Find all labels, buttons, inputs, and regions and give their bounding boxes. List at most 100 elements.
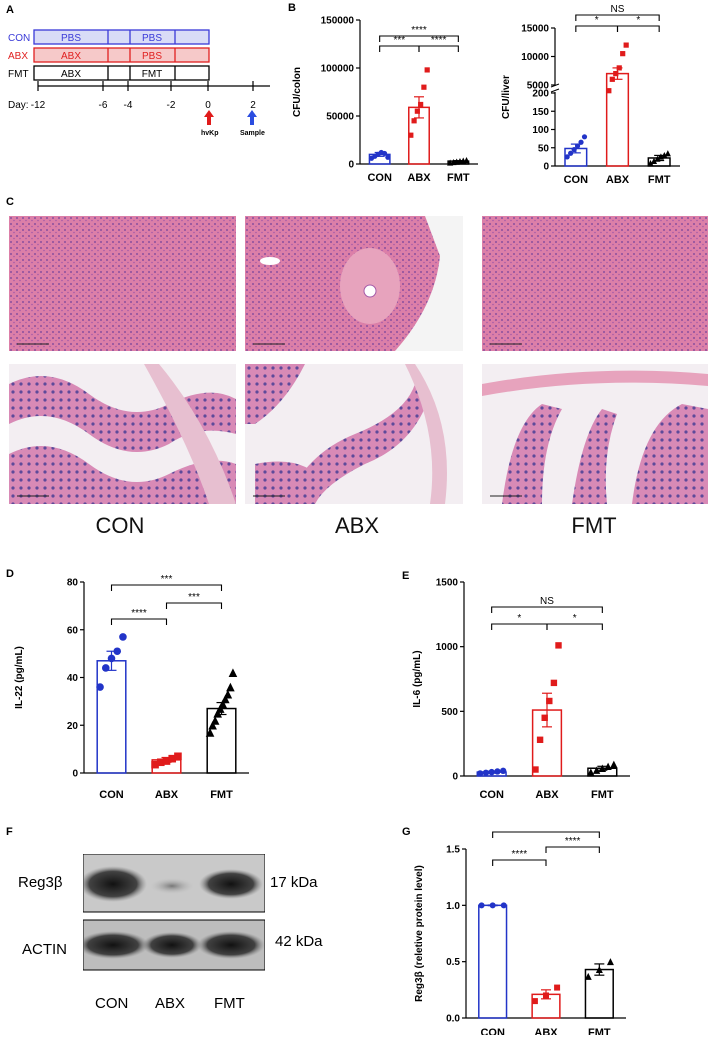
data-point bbox=[616, 65, 622, 71]
day-tick-label: -4 bbox=[124, 100, 133, 111]
histology-liver-con bbox=[9, 216, 236, 351]
bar-con bbox=[96, 660, 127, 774]
wb-lane-abx: ABX bbox=[155, 995, 186, 1012]
x-tick-label: CON bbox=[480, 1027, 505, 1035]
day-tick-label: 0 bbox=[205, 100, 211, 111]
data-point bbox=[664, 150, 671, 157]
data-point bbox=[463, 157, 470, 164]
y-tick-label: 1000 bbox=[436, 642, 459, 653]
histology-label-fmt: FMT bbox=[571, 513, 617, 538]
y-tick-label: 0.5 bbox=[446, 957, 460, 968]
data-point bbox=[571, 146, 577, 153]
y-tick-label: 80 bbox=[67, 578, 79, 589]
panel-label-a: A bbox=[6, 4, 14, 16]
data-point bbox=[532, 766, 539, 773]
y-tick-label: 40 bbox=[67, 673, 79, 684]
panel-label-b: B bbox=[288, 2, 296, 14]
y-tick-label: 100 bbox=[532, 125, 549, 136]
y-axis-label: CFU/liver bbox=[501, 75, 512, 119]
significance-bracket bbox=[379, 45, 420, 52]
timeline-row-box bbox=[33, 47, 210, 63]
y-tick-label: 60 bbox=[67, 625, 79, 636]
bar-fmt bbox=[206, 707, 237, 774]
y-tick-label: 0.0 bbox=[446, 1014, 460, 1025]
timeline-row-box bbox=[33, 29, 210, 45]
wb-kda-actin: 42 kDa bbox=[275, 933, 323, 950]
y-axis-label: Reg3β (reletive protein level) bbox=[414, 865, 425, 1002]
x-tick-label: CON bbox=[367, 172, 392, 184]
data-point bbox=[546, 697, 553, 705]
significance-label: NS bbox=[540, 596, 554, 607]
data-point bbox=[623, 42, 629, 48]
chart-reg3b: 0.0 0.5 1.0 1.5 Reg3β (reletive protein leve… bbox=[414, 830, 626, 1035]
significance-label: *** bbox=[161, 574, 173, 585]
timeline-seg2: FMT bbox=[142, 69, 163, 80]
y-tick-label: 1.5 bbox=[446, 845, 460, 856]
wb-label-actin: ACTIN bbox=[22, 941, 67, 958]
x-tick-label: FMT bbox=[591, 789, 614, 801]
x-tick-label: ABX bbox=[155, 789, 179, 801]
y-axis-label: IL-22 (pg/mL) bbox=[14, 646, 25, 709]
data-point bbox=[555, 642, 562, 649]
wb-band-actin-con bbox=[83, 931, 149, 959]
panel-label-f: F bbox=[6, 826, 13, 838]
significance-bracket bbox=[379, 35, 459, 42]
data-point bbox=[609, 76, 615, 82]
significance-bracket bbox=[492, 859, 547, 866]
x-tick-label: ABX bbox=[606, 174, 630, 186]
data-point bbox=[606, 88, 612, 94]
data-point bbox=[119, 633, 127, 641]
data-point bbox=[411, 118, 417, 124]
y-tick-label: 0 bbox=[72, 769, 78, 780]
data-point bbox=[385, 154, 391, 160]
significance-label: * bbox=[573, 613, 577, 624]
data-point bbox=[226, 682, 235, 692]
data-point bbox=[213, 709, 222, 718]
sample-label: Sample bbox=[240, 130, 265, 137]
wb-band-actin-fmt bbox=[197, 931, 265, 959]
y-tick-label: 150000 bbox=[321, 16, 355, 27]
data-point bbox=[218, 699, 228, 709]
timeline-row-label: CON bbox=[8, 33, 30, 44]
significance-label: NS bbox=[611, 4, 625, 15]
data-point bbox=[554, 984, 561, 991]
data-point bbox=[151, 760, 159, 769]
significance-bracket bbox=[575, 14, 660, 21]
significance-label: * bbox=[636, 15, 640, 26]
data-point bbox=[620, 51, 626, 57]
data-point bbox=[414, 108, 420, 114]
data-point bbox=[550, 679, 558, 687]
western-blot-image bbox=[83, 854, 265, 971]
data-point bbox=[536, 736, 544, 743]
timeline-seg1: ABX bbox=[61, 51, 81, 62]
timeline-seg2: PBS bbox=[142, 51, 162, 62]
y-axis-label: IL-6 (pg/mL) bbox=[412, 650, 423, 707]
histology-liver-fmt bbox=[482, 216, 708, 351]
y-tick-label: 0 bbox=[348, 160, 354, 171]
data-point bbox=[476, 770, 484, 777]
data-point bbox=[96, 683, 104, 691]
data-point bbox=[587, 768, 595, 776]
x-tick-label: ABX bbox=[534, 1027, 558, 1035]
data-point bbox=[208, 720, 217, 730]
data-point bbox=[650, 157, 658, 164]
day-tick-label: -12 bbox=[31, 100, 46, 111]
data-point bbox=[174, 752, 182, 761]
data-point bbox=[421, 84, 427, 90]
data-point bbox=[647, 159, 654, 167]
data-point bbox=[418, 101, 424, 108]
x-tick-label: CON bbox=[564, 174, 589, 186]
hvkp-arrow-icon bbox=[204, 110, 214, 117]
data-point bbox=[494, 768, 501, 775]
y-tick-label: 1.0 bbox=[446, 901, 460, 912]
significance-label: * bbox=[517, 613, 521, 624]
significance-bracket bbox=[491, 606, 603, 613]
data-point bbox=[604, 762, 612, 770]
chart-il6: 0 500 1000 1500 IL-6 (pg/mL) CON ABX FMT * * NS bbox=[412, 578, 630, 801]
bar-con bbox=[478, 904, 508, 1019]
wb-band-reg3b-abx bbox=[150, 878, 194, 894]
y-tick-label: 15000 bbox=[521, 24, 549, 35]
data-point bbox=[215, 704, 225, 713]
